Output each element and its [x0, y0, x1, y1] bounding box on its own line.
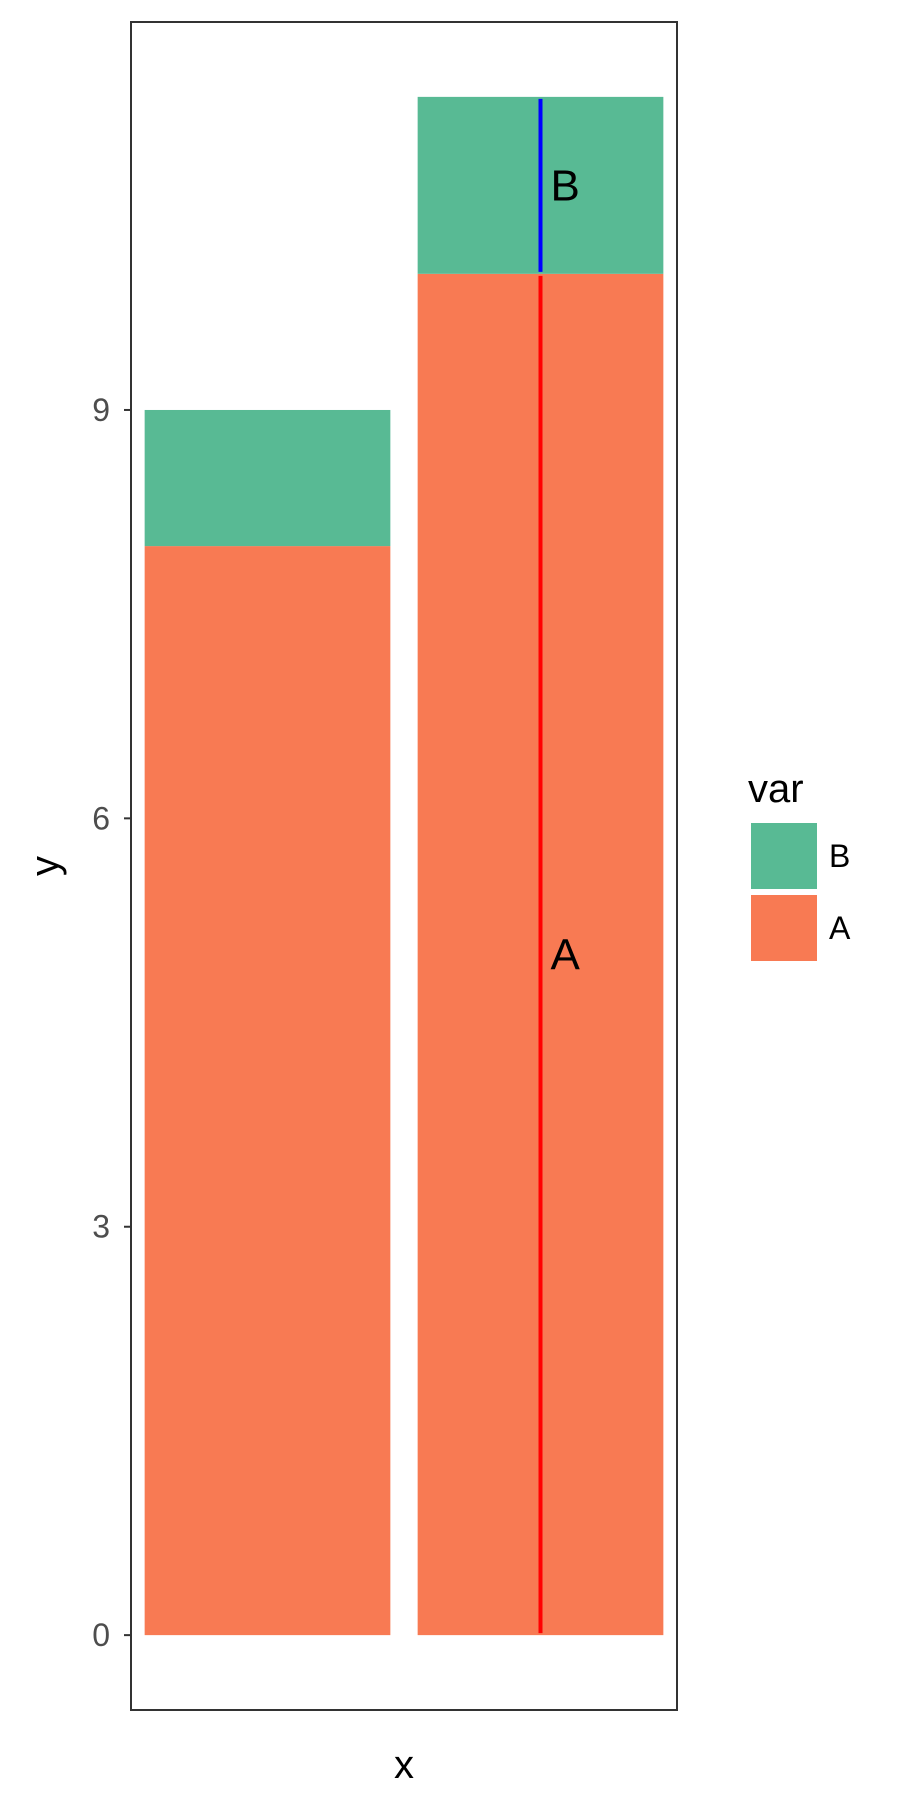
y-axis-ticks: 0 3 6 9 [92, 392, 131, 1653]
legend: var BA [748, 767, 851, 961]
bar-1-series-B [144, 409, 391, 547]
y-tick-label: 9 [92, 392, 110, 428]
legend-title: var [748, 767, 804, 811]
legend-label-B: B [829, 838, 850, 874]
legend-key-A [751, 895, 817, 961]
y-tick-label: 3 [92, 1209, 110, 1245]
annotation-label-A: A [551, 930, 581, 979]
annotations-layer: AB [538, 98, 581, 1634]
y-tick-label: 6 [92, 800, 110, 836]
legend-label-A: A [829, 910, 851, 946]
y-tick-label: 0 [92, 1617, 110, 1653]
plot-panel-border [130, 21, 678, 1711]
y-axis-title: y [23, 856, 67, 876]
bar-1-series-A [144, 546, 391, 1636]
annotation-label-B: B [551, 161, 580, 210]
bars-layer [144, 96, 664, 1636]
x-axis-title: x [394, 1743, 414, 1787]
legend-key-B [751, 823, 817, 889]
